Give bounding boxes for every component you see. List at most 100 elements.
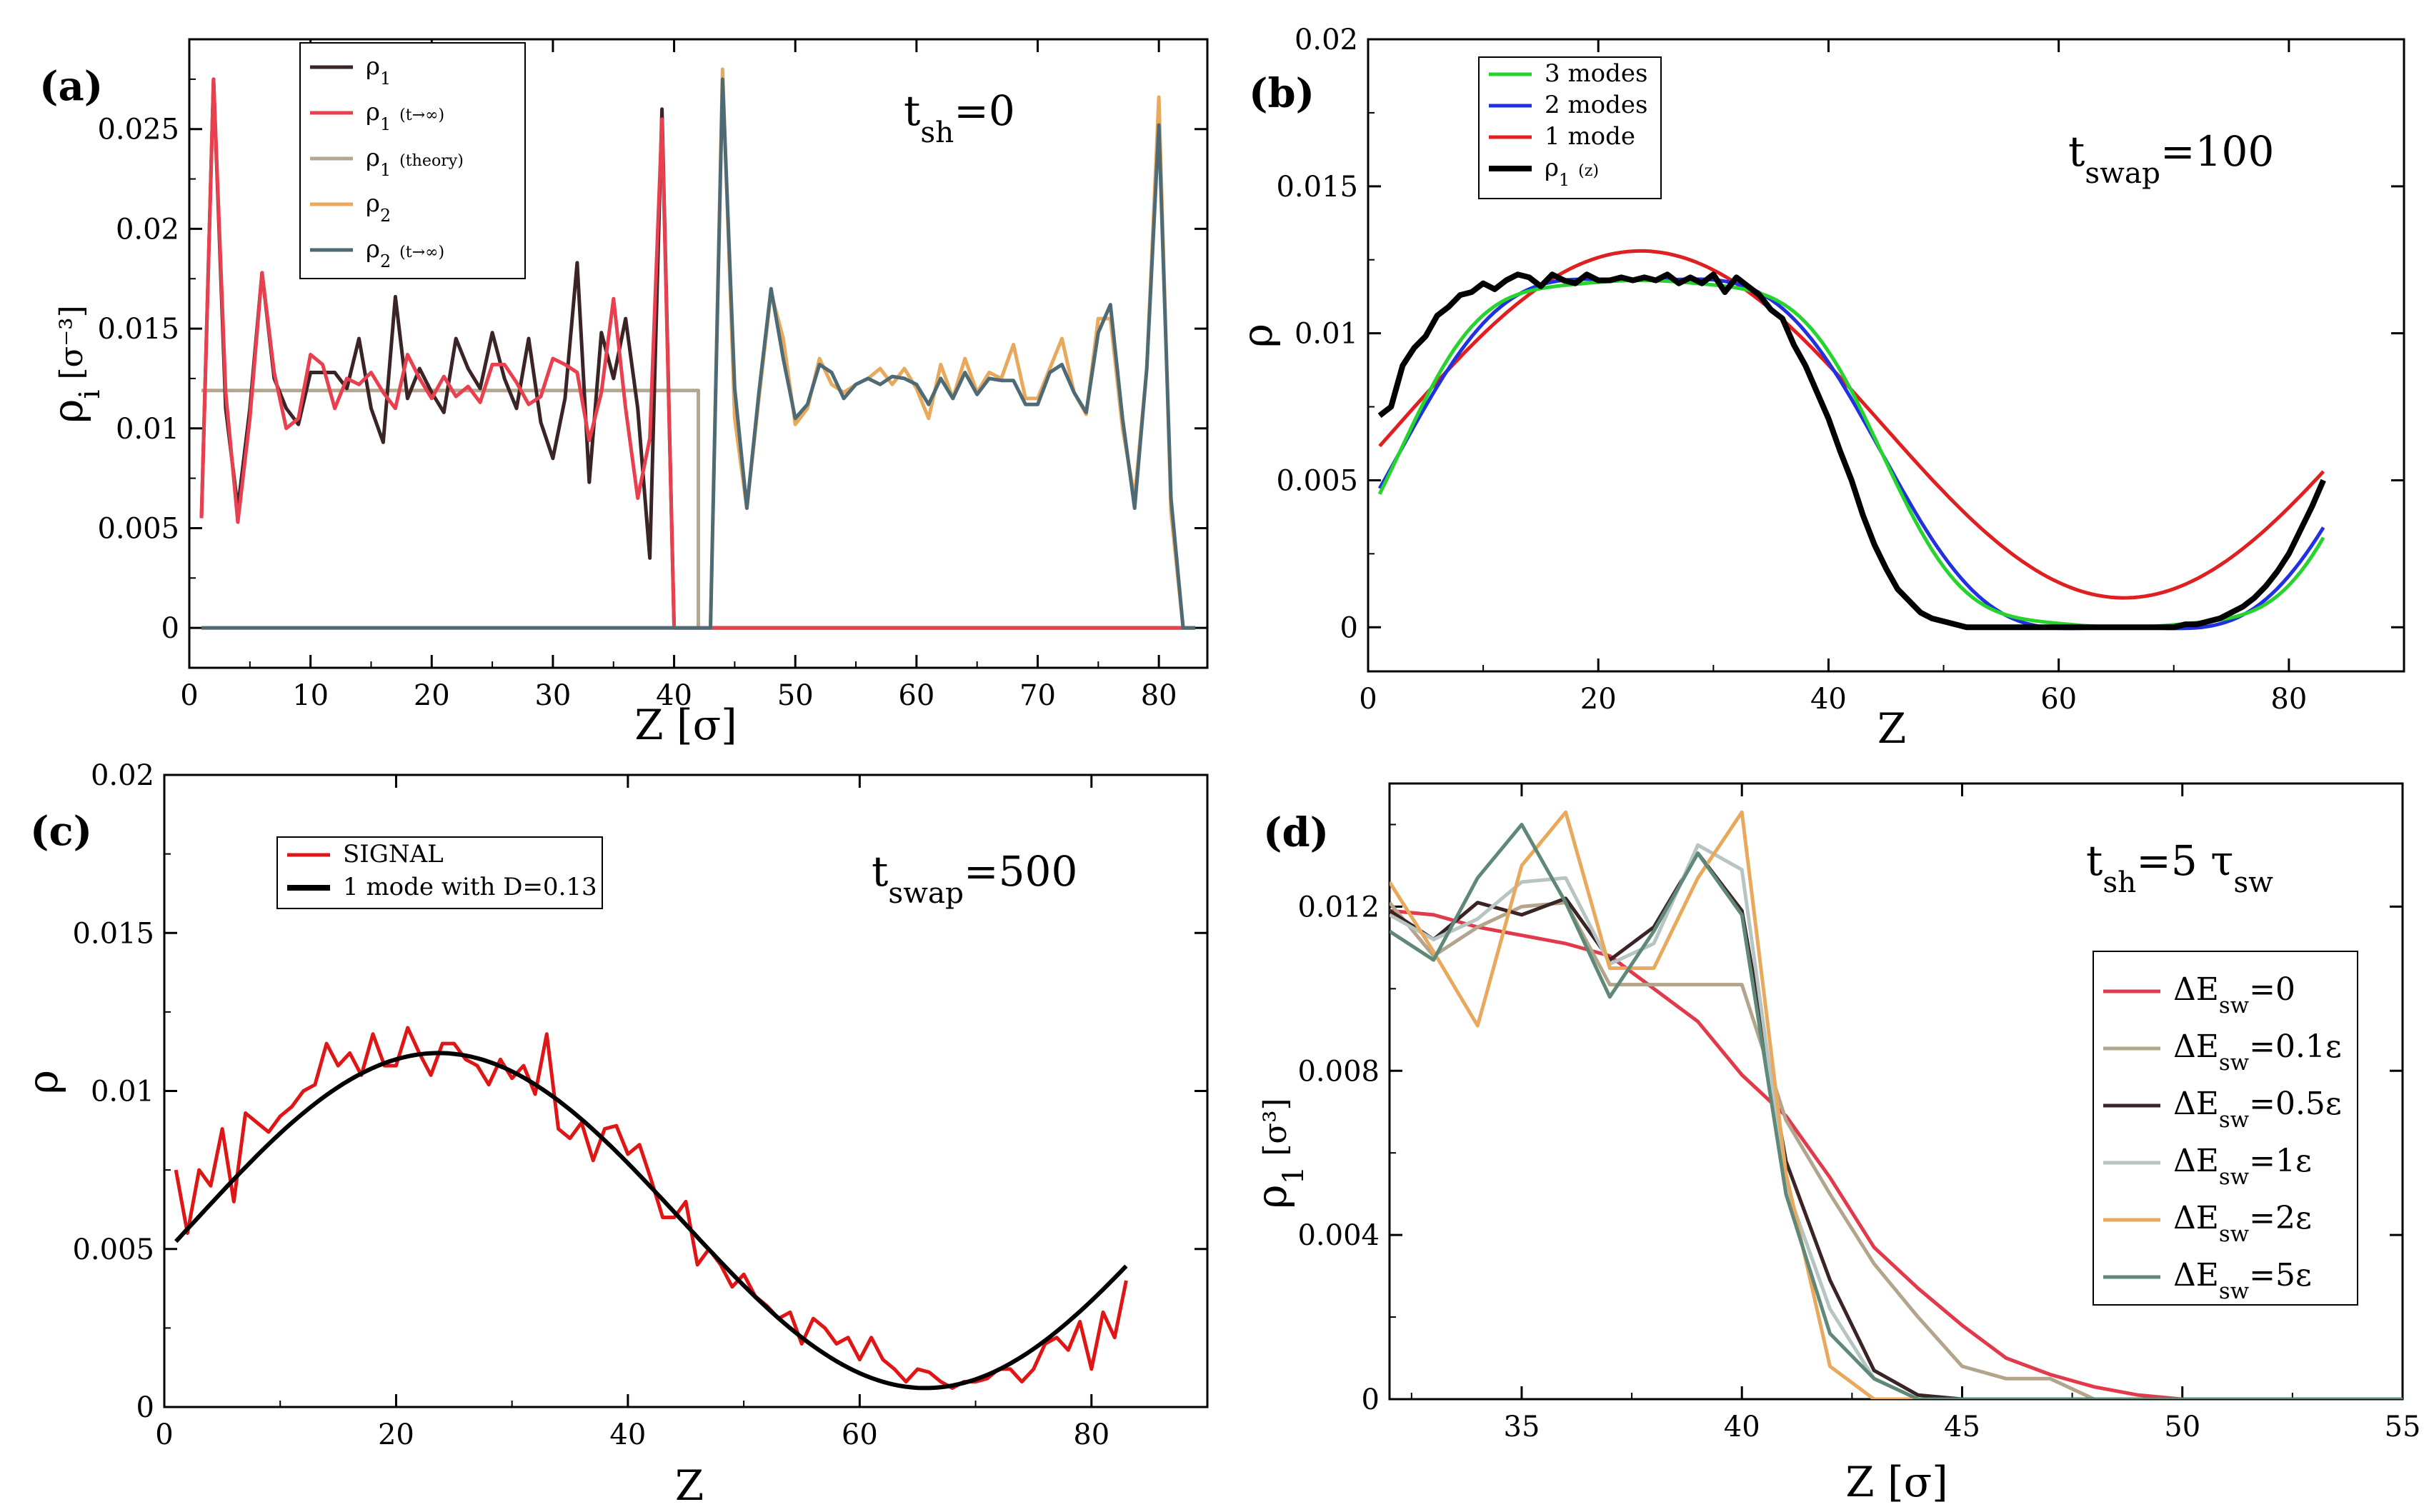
y-tick-label: 0.02: [1295, 24, 1358, 56]
y-tick-label: 0.005: [72, 1233, 154, 1266]
panel-3: 0 20 40 60 80 0 0.005 0.01 0.015 0.02 (c) Zρ tswap=5…: [19, 759, 1209, 1510]
series-line--esw-5-: [1390, 823, 2403, 1399]
y-tick-label: 0.015: [1276, 171, 1358, 204]
y-tick-label: 0.005: [97, 512, 179, 545]
series-line--1-z-: [1377, 271, 2326, 631]
panel-2: 0 20 40 60 80 0 0.005 0.01 0.015 0.02 (b) Zρ tswap=1…: [1233, 24, 2405, 753]
legend-entry: ρ1 (t→∞): [366, 98, 444, 134]
legend-entry: ΔEsw=2ε: [2173, 1200, 2312, 1247]
legend-box: [276, 836, 603, 909]
x-tick-label: 80: [1073, 1418, 1109, 1451]
y-tick-label: 0: [1340, 611, 1358, 644]
x-tick-label: 30: [534, 679, 571, 712]
panel-4: 35 40 45 50 55 0 0.004 0.008 0.012 (d) Z [σ] ρ1[σ³]…: [1247, 782, 2421, 1506]
series-group: [1377, 249, 2326, 631]
plot-frame: [1367, 38, 2405, 673]
series-line--esw-0-5-: [1390, 851, 2403, 1399]
x-tick-label: 70: [1019, 679, 1056, 712]
y-axis-title: ρ: [19, 1070, 67, 1094]
legend-entry: ρ2 (t→∞): [366, 235, 444, 271]
x-tick-label: 20: [1580, 683, 1617, 716]
series-group: [199, 67, 1195, 630]
panel-label: (c): [30, 808, 92, 855]
y-tick-label: 0: [161, 612, 179, 645]
panel-label: (d): [1263, 809, 1329, 856]
y-tick-label: 0.02: [91, 759, 154, 792]
y-tick-label: 0.01: [116, 413, 179, 446]
legend-entry: ΔEsw=5ε: [2173, 1257, 2312, 1304]
x-tick-label: 80: [1141, 679, 1177, 712]
y-axis-title: ρ: [1233, 324, 1282, 348]
series-line--1-t-: [199, 77, 1195, 630]
x-axis-title: Z [σ]: [634, 701, 737, 749]
x-axis-title: Z: [1877, 704, 1906, 753]
legend-entry: ρ1 (z): [1545, 154, 1599, 190]
y-tick-label: 0.008: [1297, 1055, 1380, 1088]
x-tick-label: 50: [2164, 1411, 2200, 1443]
legend-entry: ρ1: [366, 52, 391, 89]
series-line-1-mode-with-d-0-13: [174, 1051, 1128, 1391]
y-tick-label: 0.012: [1297, 891, 1380, 923]
series-line-2-modes: [1377, 277, 2325, 631]
legend-entry: SIGNAL: [343, 840, 444, 868]
legend-entry: 1 mode with D=0.13: [343, 873, 597, 901]
series-group: [174, 1026, 1128, 1391]
y-tick-label: 0.015: [97, 313, 179, 346]
y-tick-label: 0.015: [72, 917, 154, 950]
parameter-annotation: tswap=100: [2068, 127, 2274, 190]
panel-1: 0 10 20 30 40 50 60 70 80 0 0.005 0.01 0.015 0.02 0.02…: [39, 38, 1209, 749]
x-tick-label: 40: [1724, 1411, 1760, 1443]
x-tick-label: 60: [842, 1418, 878, 1451]
x-axis-title: Z [σ]: [1845, 1458, 1948, 1506]
legend-entry: ΔEsw=0: [2173, 971, 2295, 1018]
legend-entry: 2 modes: [1545, 91, 1647, 119]
y-axis-title-text: ρ: [1233, 324, 1282, 348]
y-tick-label: 0.02: [116, 213, 179, 246]
x-tick-label: 0: [180, 679, 198, 712]
parameter-annotation: tsh=0: [904, 86, 1015, 149]
x-axis-title: Z: [675, 1461, 704, 1510]
legend-entry: ΔEsw=1ε: [2173, 1143, 2312, 1190]
y-tick-label: 0.01: [91, 1076, 154, 1108]
legend-box: [299, 42, 526, 279]
series-line--1: [199, 77, 1195, 630]
x-tick-label: 0: [1359, 683, 1377, 716]
x-tick-label: 80: [2270, 683, 2307, 716]
x-tick-label: 60: [2040, 683, 2077, 716]
panel-label: (a): [39, 63, 103, 110]
legend-entry: ΔEsw=0.1ε: [2173, 1028, 2342, 1076]
series-line-1-mode: [1378, 249, 2325, 600]
x-tick-label: 35: [1504, 1411, 1540, 1443]
x-tick-label: 40: [656, 679, 692, 712]
x-tick-label: 55: [2385, 1411, 2421, 1443]
series-group: [1390, 810, 2403, 1399]
series-line--esw-0: [1390, 908, 2403, 1399]
legend-entry: ρ2: [366, 189, 391, 226]
legend-entry: ΔEsw=0.5ε: [2173, 1086, 2342, 1133]
series-line-3-modes: [1377, 279, 2325, 629]
series-line--1-theory-: [201, 389, 1195, 630]
legend-box: [2093, 951, 2358, 1306]
legend-entry: ρ1 (theory): [366, 144, 464, 180]
x-tick-label: 50: [777, 679, 814, 712]
y-axis-title: ρ1[σ³]: [1247, 1098, 1310, 1208]
x-tick-label: 0: [155, 1418, 173, 1451]
y-tick-label: 0.025: [97, 114, 179, 146]
y-tick-label: 0.01: [1295, 318, 1358, 351]
legend-entry: 1 mode: [1545, 122, 1635, 151]
series-line--esw-0-1-: [1390, 901, 2403, 1399]
panel-label: (b): [1249, 70, 1315, 117]
x-tick-label: 10: [292, 679, 329, 712]
y-tick-label: 0: [136, 1391, 154, 1424]
x-tick-label: 60: [898, 679, 934, 712]
y-tick-label: 0: [1362, 1383, 1380, 1416]
x-tick-label: 40: [609, 1418, 646, 1451]
y-axis-title-text: ρ: [19, 1070, 67, 1094]
y-tick-label: 0.005: [1276, 464, 1358, 497]
legend-entry: 3 modes: [1545, 59, 1647, 88]
legend-box: [1478, 56, 1662, 199]
x-tick-label: 45: [1944, 1411, 1980, 1443]
series-line-signal: [174, 1026, 1128, 1390]
series-line--2-t-: [201, 77, 1195, 630]
